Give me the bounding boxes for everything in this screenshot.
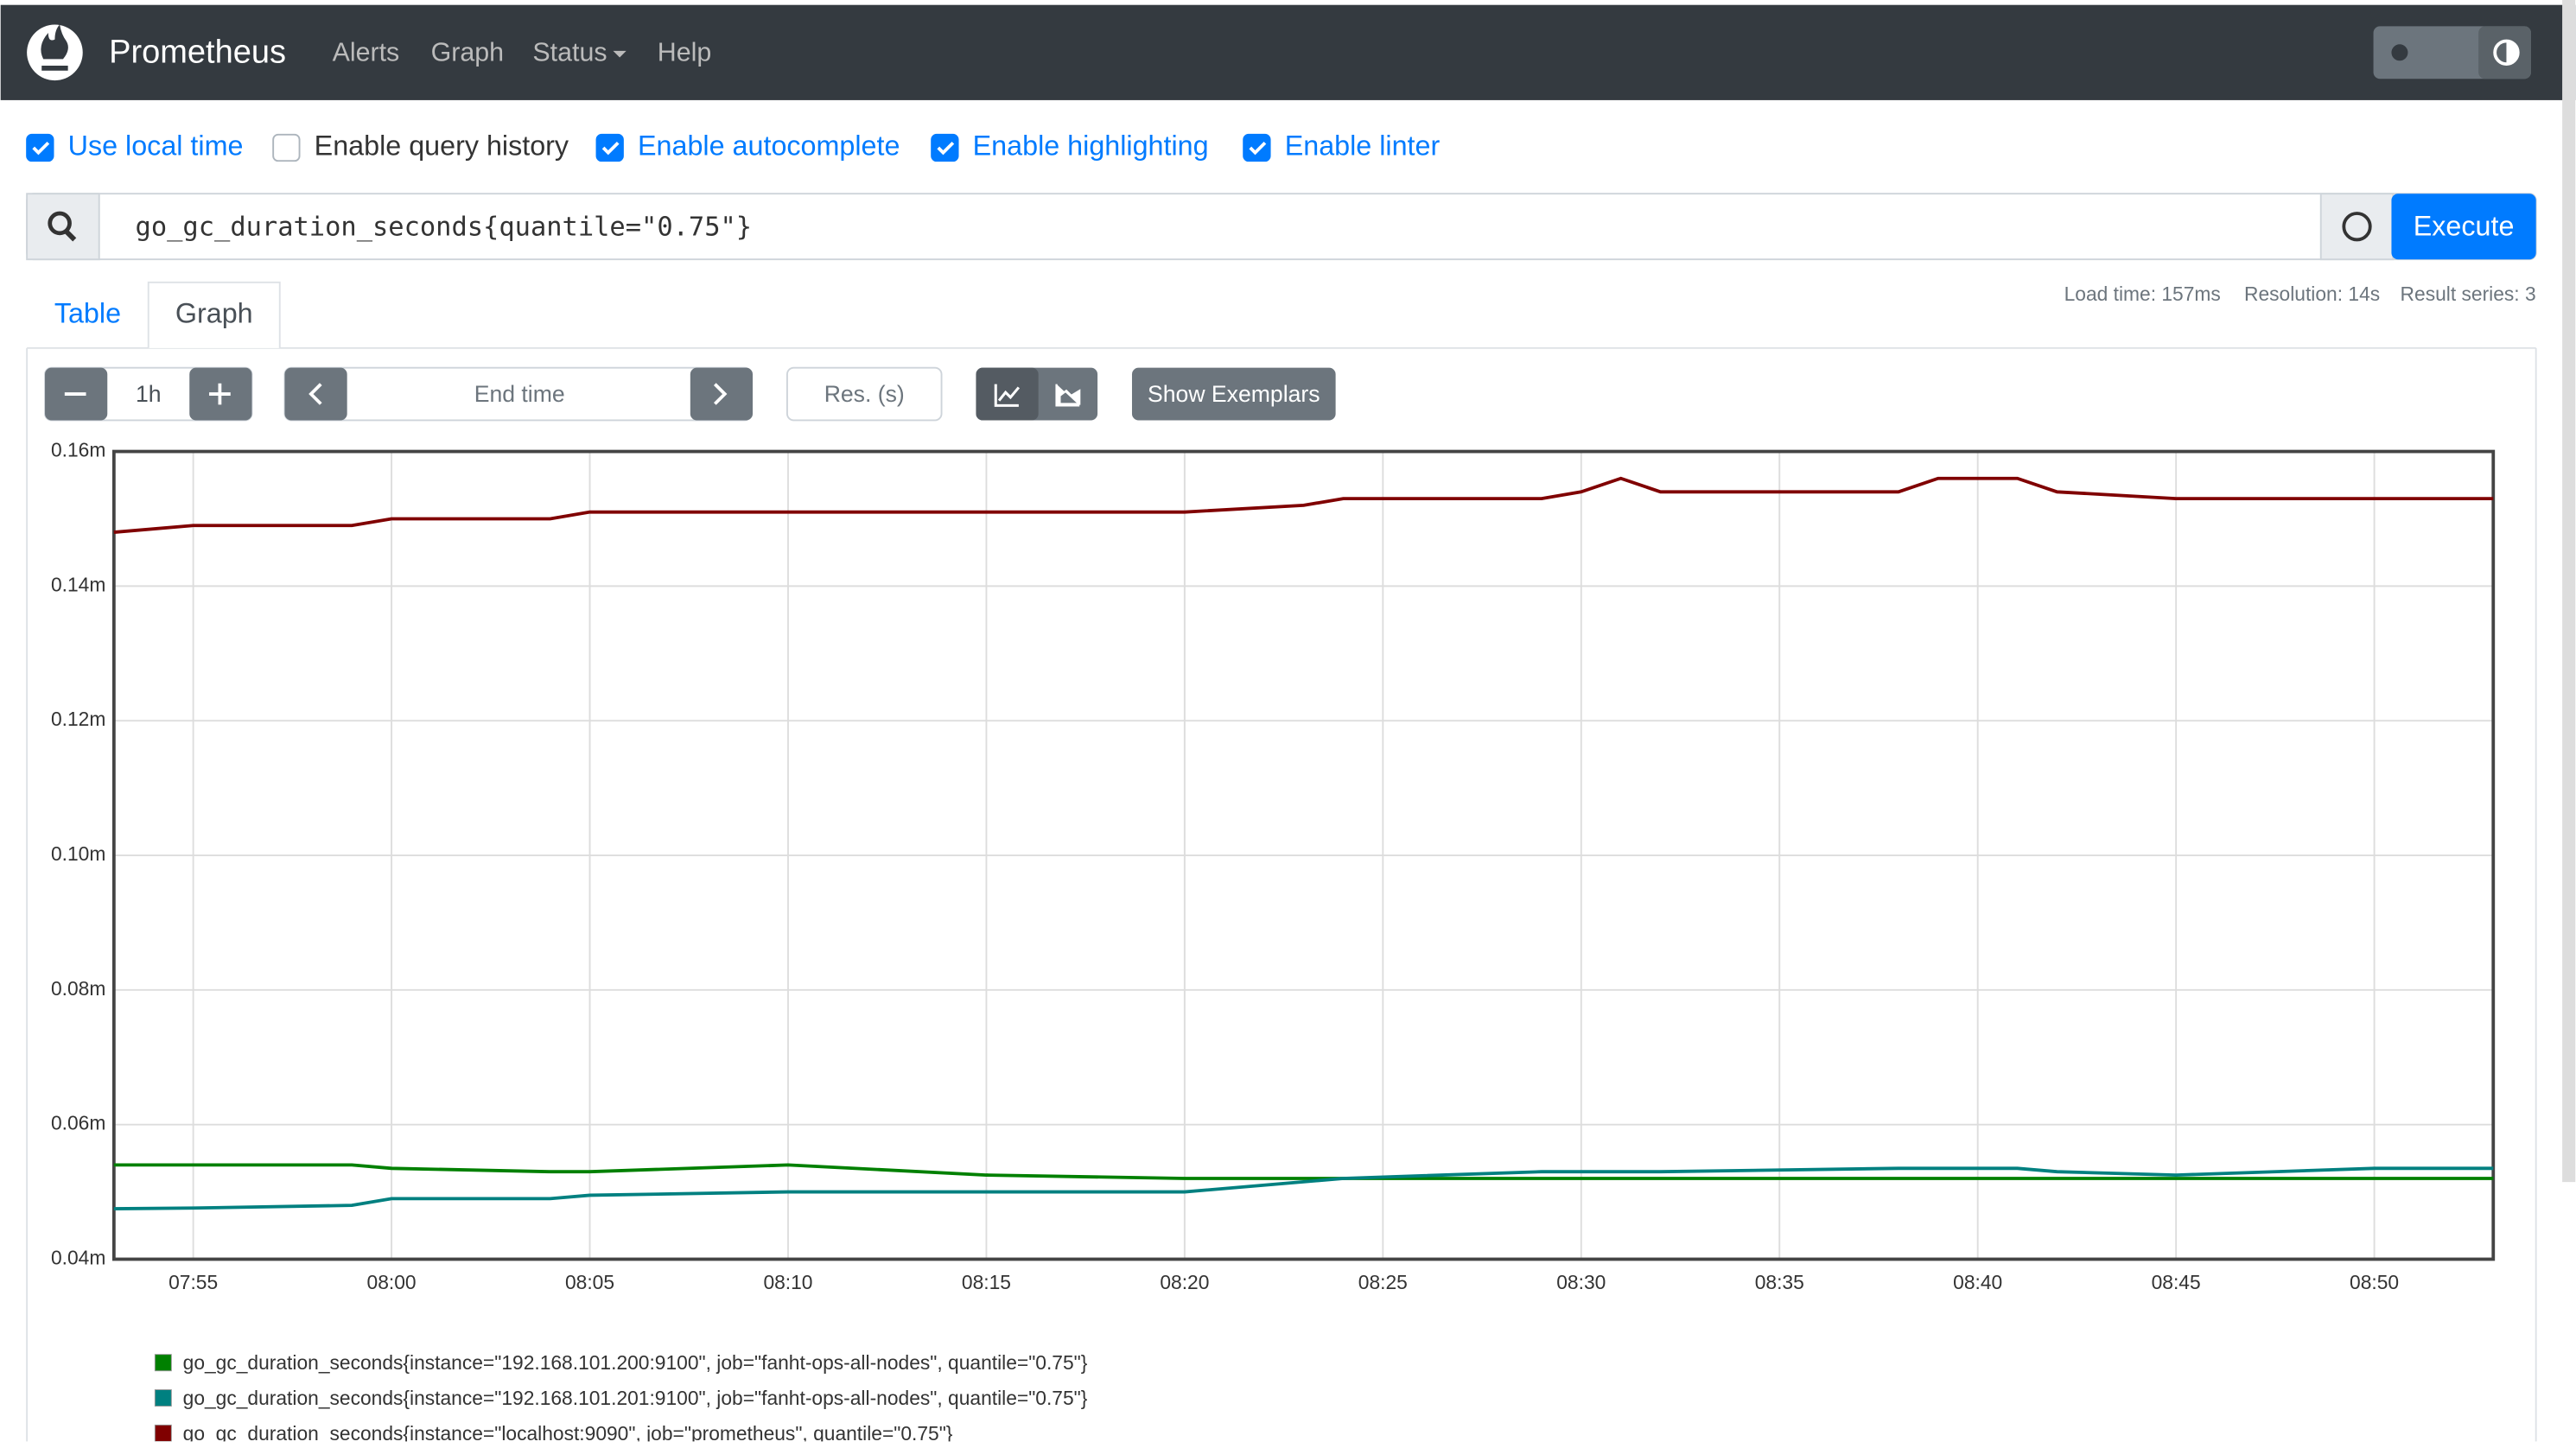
legend-swatch[interactable] [154, 1354, 172, 1372]
tab[interactable]: Graph [175, 297, 253, 328]
nav-link[interactable]: Graph [431, 38, 504, 67]
x-tick-label: 08:35 [1755, 1271, 1804, 1293]
y-tick-label: 0.08m [51, 977, 105, 1000]
series-line [113, 1166, 2494, 1210]
tab[interactable]: Table [54, 297, 121, 328]
legend-label[interactable]: go_gc_duration_seconds{instance="192.168… [183, 1351, 1088, 1374]
x-tick-label: 07:55 [169, 1271, 218, 1293]
checkbox[interactable] [1243, 133, 1271, 162]
legend-swatch[interactable] [154, 1389, 172, 1407]
res-input-box[interactable] [786, 366, 943, 422]
series-line [113, 476, 2494, 534]
y-tick-label: 0.14m [51, 573, 105, 595]
range-input[interactable]: 1h [136, 381, 162, 407]
check-mark [1249, 141, 1267, 156]
option-label[interactable]: Enable query history [315, 130, 569, 162]
check-mark [601, 141, 620, 156]
x-tick-label: 08:30 [1556, 1271, 1606, 1293]
icon-sun [2391, 44, 2408, 61]
y-tick-label: 0.16m [51, 439, 105, 461]
x-tick-label: 08:40 [1953, 1271, 2002, 1293]
stat: Resolution: 14s [2244, 283, 2380, 305]
x-tick-label: 08:10 [763, 1271, 812, 1293]
checkbox[interactable] [26, 133, 54, 162]
checkbox[interactable] [595, 133, 624, 162]
check-mark [32, 141, 50, 156]
checkbox[interactable] [272, 133, 301, 162]
nav-link[interactable]: Alerts [333, 38, 400, 67]
search-addon [26, 193, 100, 261]
execute-button[interactable] [2391, 194, 2536, 260]
icon-chevrons [308, 383, 728, 405]
exemplars-button[interactable] [1131, 367, 1336, 421]
x-tick-label: 08:15 [962, 1271, 1011, 1293]
nav-link[interactable]: Status [532, 38, 607, 67]
panel-border [26, 347, 2537, 1448]
y-tick-label: 0.04m [51, 1246, 105, 1268]
end-input[interactable]: End time [474, 381, 565, 407]
option-label[interactable]: Enable linter [1285, 130, 1441, 162]
res-input: Res. (s) [824, 381, 905, 407]
check-mark [937, 141, 955, 156]
legend-label[interactable]: go_gc_duration_seconds{instance="192.168… [183, 1387, 1088, 1409]
option-label[interactable]: Enable highlighting [973, 130, 1209, 162]
x-tick-label: 08:25 [1358, 1271, 1408, 1293]
y-tick-label: 0.12m [51, 708, 105, 730]
stat: Load time: 157ms [2064, 283, 2221, 305]
x-tick-label: 08:20 [1160, 1271, 1209, 1293]
plot-frame [111, 449, 2496, 1261]
option-label[interactable]: Enable autocomplete [638, 130, 900, 162]
option-label[interactable]: Use local time [68, 130, 244, 162]
exemplars-label: Show Exemplars [1148, 381, 1320, 407]
legend-swatch[interactable] [154, 1424, 172, 1442]
icon-auto-half [2506, 41, 2518, 65]
metrics-explorer[interactable] [2319, 193, 2395, 261]
end-next[interactable] [690, 367, 754, 421]
series-line [113, 1163, 2494, 1180]
icon-search [48, 211, 72, 236]
x-tick-label: 08:05 [565, 1271, 614, 1293]
bottom-edge [0, 1441, 2576, 1448]
legend-label[interactable]: go_gc_duration_seconds{instance="localho… [183, 1422, 953, 1445]
logo-flame [41, 24, 68, 71]
stat: Result series: 3 [2401, 283, 2536, 305]
scrollbar [2562, 0, 2576, 1183]
end-prev[interactable] [284, 367, 347, 421]
icon-stacked [1055, 384, 1081, 407]
icon-plus [209, 383, 231, 405]
icon-line [994, 384, 1021, 407]
execute-label: Execute [2414, 211, 2515, 242]
navbar [0, 4, 2576, 100]
theme-active[interactable] [2478, 26, 2531, 79]
y-tick-label: 0.10m [51, 842, 105, 865]
icon-search-handle [64, 229, 77, 242]
query-input[interactable]: go_gc_duration_seconds{quantile="0.75"} [136, 213, 753, 243]
x-tick-label: 08:00 [367, 1271, 417, 1293]
x-tick-label: 08:45 [2152, 1271, 2201, 1293]
icon-globe [2342, 212, 2372, 242]
y-tick-label: 0.06m [51, 1112, 105, 1134]
checkbox[interactable] [931, 133, 959, 162]
brand[interactable]: Prometheus [109, 35, 286, 71]
x-tick-label: 08:50 [2350, 1271, 2399, 1293]
nav-link[interactable]: Help [658, 38, 712, 67]
chart: 0.04m 0.06m 0.08m 0.10m 0.12m 0.14m 0.16m 07:55… [51, 439, 2496, 1445]
dropdown-caret [613, 50, 627, 58]
active-tab [147, 281, 281, 348]
options: Use local time Enable query history Enable… [26, 130, 1441, 162]
